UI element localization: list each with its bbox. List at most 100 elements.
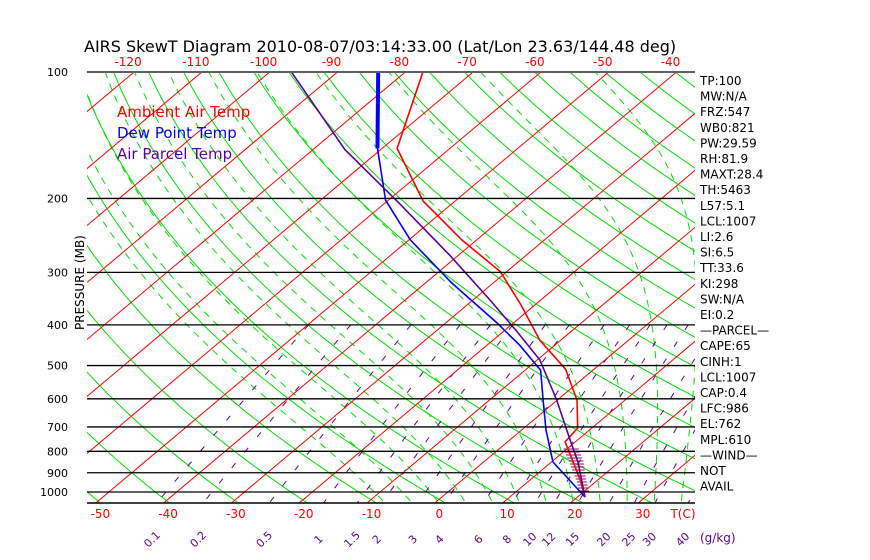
isotherm-line	[299, 169, 695, 503]
index-label: L57:5.1	[700, 199, 745, 213]
mixing-ratio-tick-label: 0.5	[254, 529, 276, 551]
index-label: FRZ:547	[700, 105, 750, 119]
moist-adiabat-line	[208, 73, 547, 502]
isotherm-line	[502, 340, 695, 503]
index-label: TH:5463	[699, 183, 751, 197]
top-temp-tick-label: -90	[322, 55, 342, 69]
legend: Ambient Air Temp Dew Point Temp Air Parcel…	[117, 103, 250, 163]
dry-adiabat-line	[218, 73, 695, 460]
isotherm-line	[87, 73, 541, 455]
isotherm-line	[231, 112, 695, 503]
mixing-ratio-tick-label: 30	[640, 530, 659, 549]
bottom-temp-tick-label: 30	[635, 507, 650, 521]
mixing-ratio-line	[577, 324, 689, 503]
index-label: PW:29.59	[700, 136, 757, 150]
isotherm-line	[87, 73, 338, 284]
index-label: TP:100	[699, 74, 742, 88]
bottom-temp-tick-label: 10	[499, 507, 514, 521]
mixing-ratio-line	[609, 357, 695, 503]
index-label: AVAIL	[700, 480, 734, 494]
legend-item: Dew Point Temp	[117, 124, 237, 142]
index-label: MAXT:28.4	[700, 168, 763, 182]
index-label: LI:2.6	[700, 230, 733, 244]
isotherm-line	[95, 73, 609, 503]
isotherm-line	[0, 53, 21, 503]
dry-adiabat-line	[464, 73, 695, 252]
dry-adiabat-line	[0, 72, 31, 503]
bottom-temp-tick-label: -40	[158, 507, 178, 521]
mixing-ratio-line	[357, 324, 491, 503]
pressure-tick-label: 800	[47, 445, 68, 458]
bottom-temp-tick-label: 0	[435, 507, 443, 521]
bottom-temp-tick-label: -30	[226, 507, 246, 521]
mixing-ratio-line	[654, 429, 695, 503]
mixing-ratio-unit-label: (g/kg)	[700, 531, 736, 545]
top-temp-tick-label: -110	[182, 55, 209, 69]
bottom-temp-tick-label: -10	[362, 507, 382, 521]
pressure-tick-label: 500	[47, 360, 68, 373]
moist-adiabat-line	[480, 73, 659, 501]
mixing-ratio-line	[417, 324, 546, 503]
mixing-ratio-tick-label: 1.5	[341, 529, 363, 551]
pressure-tick-label: 200	[47, 192, 68, 205]
mixing-ratio-tick-label: 12	[539, 530, 558, 549]
pressure-tick-label: 300	[47, 266, 68, 279]
index-label: CAPE:65	[700, 339, 751, 353]
isotherm-line	[774, 53, 870, 503]
top-temp-tick-label: -60	[525, 55, 545, 69]
pressure-tick-label: 700	[47, 421, 68, 434]
y-axis-label: PRESSURE (MB)	[73, 235, 87, 330]
pressure-tick-label: 100	[47, 66, 68, 79]
index-label: —WIND—	[700, 448, 758, 462]
bottom-temp-tick-label: -20	[294, 507, 314, 521]
dry-adiabat-line	[499, 73, 695, 224]
isotherm-line	[87, 73, 202, 170]
index-label: LFC:986	[700, 402, 749, 416]
index-label: CAP:0.4	[700, 386, 747, 400]
dry-adiabat-line	[288, 73, 695, 398]
index-label: CINH:1	[700, 355, 742, 369]
mixing-ratio-tick-label: 3	[406, 532, 420, 546]
dry-adiabat-line	[183, 73, 695, 492]
mixing-ratio-tick-label: 4	[433, 532, 447, 546]
isotherm-line	[570, 397, 695, 503]
moist-adiabat-line	[134, 73, 493, 502]
index-label: LCL:1007	[700, 370, 756, 384]
mixing-ratio-tick-label: 25	[619, 530, 638, 549]
isotherm-line	[163, 73, 677, 503]
dry-adiabat-line	[359, 73, 695, 338]
moist-adiabat-line	[388, 73, 628, 501]
mixing-ratio-tick-label: 15	[563, 530, 582, 549]
top-temp-tick-label: -70	[457, 55, 477, 69]
moist-adiabat-line	[595, 73, 695, 501]
mixing-ratio-tick-label: 0.2	[188, 529, 210, 551]
index-label: EI:0.2	[700, 308, 734, 322]
index-label: NOT	[700, 464, 726, 478]
index-label: SI:6.5	[700, 246, 734, 260]
index-label: MW:N/A	[700, 90, 748, 104]
moist-adiabat-line	[257, 73, 574, 501]
index-label: SW:N/A	[700, 292, 745, 306]
isotherm-line	[434, 283, 695, 503]
dry-adiabat-line	[87, 174, 445, 503]
index-label: TT:33.6	[699, 261, 744, 275]
moist-adiabat-line	[168, 73, 520, 502]
bottom-temp-tick-label: -50	[91, 507, 111, 521]
mixing-ratio-tick-label: 1	[312, 532, 326, 546]
index-label: WB0:821	[700, 121, 755, 135]
mixing-ratio-tick-label: 2	[370, 532, 384, 546]
mixing-ratio-line	[269, 324, 412, 503]
moist-adiabat-line	[315, 73, 601, 501]
dry-adiabat-line	[429, 73, 695, 281]
top-temp-tick-label: -40	[661, 55, 681, 69]
isotherm-line	[87, 73, 405, 341]
pressure-tick-label: 900	[47, 467, 68, 480]
mixing-ratio-tick-label: 0.1	[141, 529, 163, 551]
dry-adiabat-line	[780, 72, 870, 503]
profile-line-ambient-air-temp	[396, 73, 586, 498]
index-label: EL:762	[700, 417, 741, 431]
mixing-ratio-tick-label: 10	[520, 530, 539, 549]
frame	[87, 71, 695, 504]
